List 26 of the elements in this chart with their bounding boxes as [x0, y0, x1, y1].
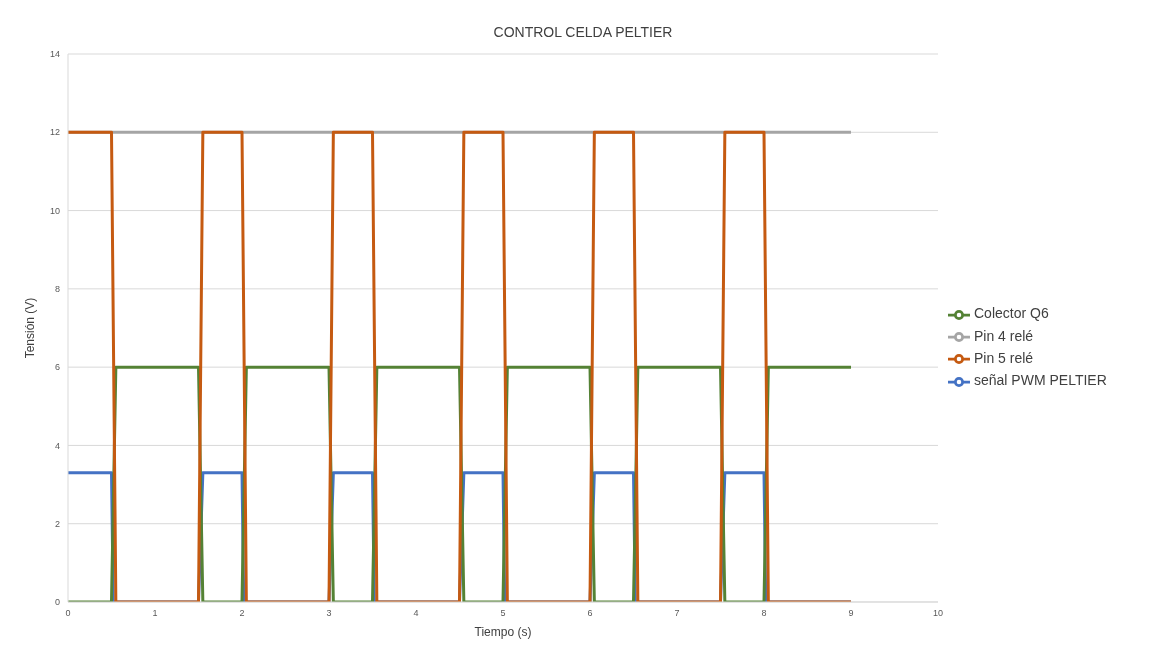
legend-label: Pin 4 relé	[974, 327, 1034, 344]
x-tick-label: 5	[500, 608, 506, 619]
y-tick-label: 6	[54, 362, 60, 373]
x-tick-label: 0	[65, 608, 71, 619]
y-tick-label: 4	[54, 440, 60, 451]
x-tick-label: 3	[326, 608, 332, 619]
x-tick-label: 7	[674, 608, 680, 619]
legend-label: Colector Q6	[974, 305, 1049, 322]
x-axis-title: Tiempo (s)	[474, 625, 532, 639]
x-tick-label: 1	[152, 608, 158, 619]
x-tick-label: 6	[587, 608, 593, 619]
legend-label: señal PWM PELTIER	[974, 372, 1107, 389]
y-tick-label: 0	[54, 597, 60, 608]
y-tick-label: 12	[49, 127, 60, 138]
y-tick-label: 8	[54, 284, 60, 295]
y-axis-title: Tensión (V)	[23, 297, 38, 359]
x-tick-label: 8	[761, 608, 767, 619]
y-tick-label: 2	[54, 518, 60, 529]
x-tick-label: 10	[932, 608, 944, 619]
x-tick-label: 9	[848, 608, 854, 619]
x-tick-label: 2	[239, 608, 245, 619]
y-tick-label: 14	[49, 49, 60, 60]
y-tick-label: 10	[49, 205, 60, 216]
chart-title: CONTROL CELDA PELTIER	[492, 23, 674, 42]
legend-label: Pin 5 relé	[974, 350, 1034, 366]
x-tick-label: 4	[413, 608, 419, 619]
